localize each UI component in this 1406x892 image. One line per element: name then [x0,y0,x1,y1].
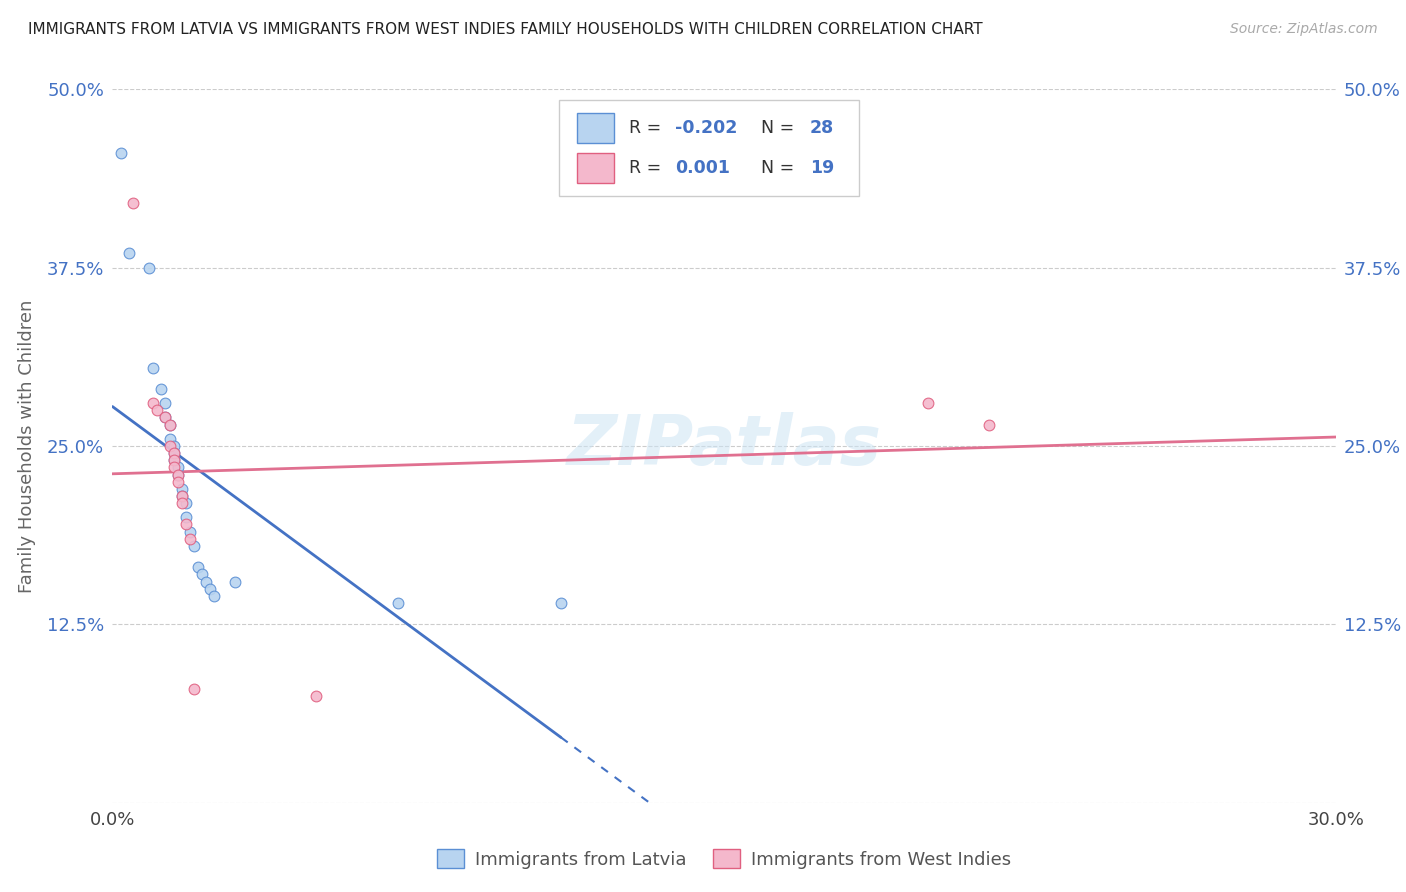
Point [163,453,186,467]
Point [187,560,209,574]
Point [170,482,193,496]
Point [550,596,572,610]
Point [159,417,181,432]
FancyBboxPatch shape [560,100,859,196]
Point [170,489,193,503]
Point [110,146,132,161]
Text: N =: N = [761,120,800,137]
Point [163,446,186,460]
Point [305,689,328,703]
Point [122,196,145,211]
Point [979,417,1001,432]
Text: 28: 28 [810,120,834,137]
Point [179,524,201,539]
Point [170,489,193,503]
Point [146,403,169,417]
Point [166,475,188,489]
Text: N =: N = [761,159,800,177]
Text: Source: ZipAtlas.com: Source: ZipAtlas.com [1230,22,1378,37]
Legend: Immigrants from Latvia, Immigrants from West Indies: Immigrants from Latvia, Immigrants from … [430,842,1018,876]
Point [163,446,186,460]
Point [118,246,141,260]
Point [159,417,181,432]
Point [163,453,186,467]
Point [163,460,186,475]
Point [159,432,181,446]
Point [183,539,205,553]
Point [166,467,188,482]
Point [166,467,188,482]
Point [142,396,165,410]
Point [142,360,165,375]
Point [195,574,218,589]
Point [224,574,246,589]
Point [138,260,160,275]
Text: -0.202: -0.202 [675,120,738,137]
Point [917,396,939,410]
Text: R =: R = [628,159,666,177]
FancyBboxPatch shape [578,153,614,183]
Point [155,396,177,410]
Point [174,517,197,532]
Point [183,681,205,696]
Point [204,589,226,603]
Point [150,382,173,396]
Point [191,567,214,582]
Point [179,532,201,546]
Point [163,439,186,453]
Point [155,410,177,425]
Point [200,582,222,596]
FancyBboxPatch shape [578,113,614,144]
Point [159,439,181,453]
Y-axis label: Family Households with Children: Family Households with Children [18,300,35,592]
Point [174,496,197,510]
Text: 19: 19 [810,159,834,177]
Point [387,596,409,610]
Text: R =: R = [628,120,666,137]
Text: IMMIGRANTS FROM LATVIA VS IMMIGRANTS FROM WEST INDIES FAMILY HOUSEHOLDS WITH CHI: IMMIGRANTS FROM LATVIA VS IMMIGRANTS FRO… [28,22,983,37]
Text: 0.001: 0.001 [675,159,730,177]
Point [166,460,188,475]
Point [170,496,193,510]
Point [174,510,197,524]
Point [155,410,177,425]
Text: ZIPatlas: ZIPatlas [567,412,882,480]
